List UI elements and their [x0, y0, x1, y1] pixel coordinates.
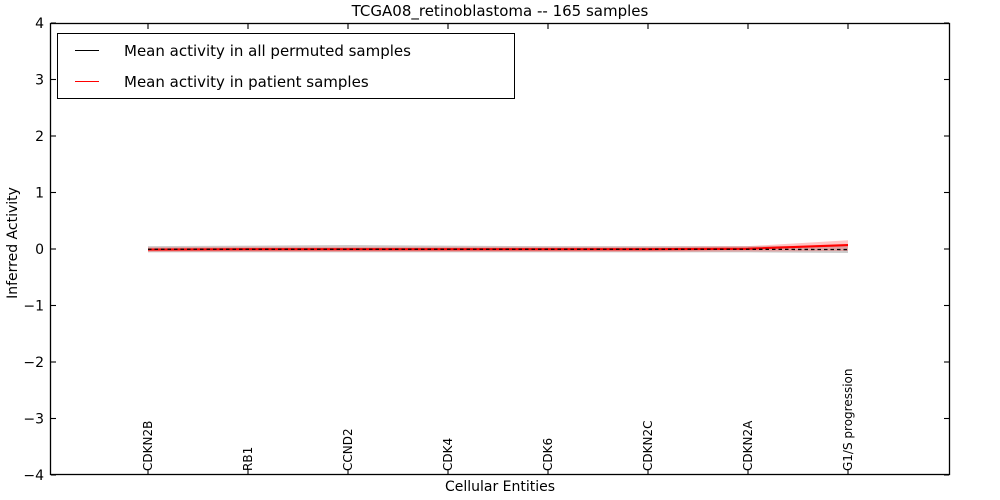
y-tick-label: 4: [35, 16, 44, 32]
legend-label-patient: Mean activity in patient samples: [124, 72, 369, 91]
confidence-bands: [148, 240, 848, 253]
legend-line-sample-black: [75, 50, 99, 51]
legend-label-permuted: Mean activity in all permuted samples: [124, 41, 411, 60]
y-tick-label: −3: [23, 412, 44, 428]
axes: [49, 22, 951, 476]
x-tick-label: CDK6: [541, 438, 555, 471]
y-tick-label: −2: [23, 355, 44, 371]
series-lines: [147, 243, 849, 251]
y-axis-label: Inferred Activity: [5, 187, 21, 299]
legend: Mean activity in all permuted samples Me…: [57, 33, 515, 99]
y-tick-label: −1: [23, 299, 44, 315]
y-tick-label: −4: [23, 468, 44, 484]
y-tick-label: 3: [35, 73, 44, 89]
x-tick-label: G1/S progression: [841, 369, 855, 472]
y-tick-label: 2: [35, 129, 44, 145]
plot-border: [49, 22, 951, 476]
y-tick-label: 1: [35, 186, 44, 202]
x-tick-label: CDKN2B: [141, 421, 155, 471]
x-tick-label: CDKN2C: [641, 421, 655, 471]
chart-title: TCGA08_retinoblastoma -- 165 samples: [351, 2, 649, 20]
legend-item-patient: Mean activity in patient samples: [58, 73, 514, 91]
tick-labels: 4 3 2 1 0 −1 −2 −3 −4 CDKN2B RB1 CCND2 CDK4 CDK6 CDKN2…: [23, 16, 855, 484]
x-tick-label: CDK4: [441, 438, 455, 471]
x-tick-label: CDKN2A: [741, 420, 755, 471]
y-tick-label: 0: [35, 242, 44, 258]
legend-line-sample-red: [75, 81, 99, 82]
series-line-1: [147, 243, 849, 251]
legend-item-permuted: Mean activity in all permuted samples: [58, 42, 514, 60]
x-tick-label: RB1: [241, 447, 255, 471]
x-tick-label: CCND2: [341, 428, 355, 471]
x-axis-label: Cellular Entities: [444, 479, 556, 495]
